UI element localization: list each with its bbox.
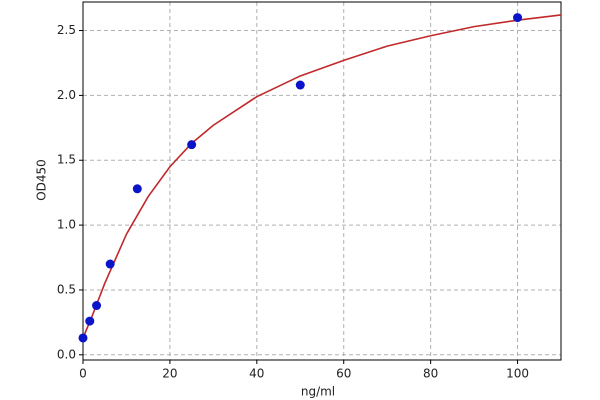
y-tick-label: 2.0 <box>57 88 76 102</box>
x-tick-label: 0 <box>79 367 87 381</box>
x-tick-label: 40 <box>249 367 264 381</box>
y-tick-label: 2.5 <box>57 23 76 37</box>
y-axis-label: OD450 <box>35 159 49 201</box>
y-tick-label: 0.0 <box>57 347 76 361</box>
y-tick-label: 0.5 <box>57 282 76 296</box>
x-tick-label: 100 <box>506 367 529 381</box>
data-point <box>295 80 305 90</box>
x-axis-label: ng/ml <box>301 385 335 399</box>
y-tick-label: 1.5 <box>57 153 76 167</box>
data-point <box>132 184 142 194</box>
data-point <box>85 316 95 326</box>
plot-frame <box>82 1 562 361</box>
x-tick-label: 20 <box>162 367 177 381</box>
data-point <box>513 13 523 23</box>
data-point <box>78 333 88 343</box>
fit-curve <box>82 14 562 339</box>
y-tick-label: 1.0 <box>57 218 76 232</box>
data-point <box>187 140 197 150</box>
x-tick-label: 60 <box>336 367 351 381</box>
data-point <box>105 259 115 269</box>
data-point <box>92 301 102 311</box>
x-tick-label: 80 <box>423 367 438 381</box>
